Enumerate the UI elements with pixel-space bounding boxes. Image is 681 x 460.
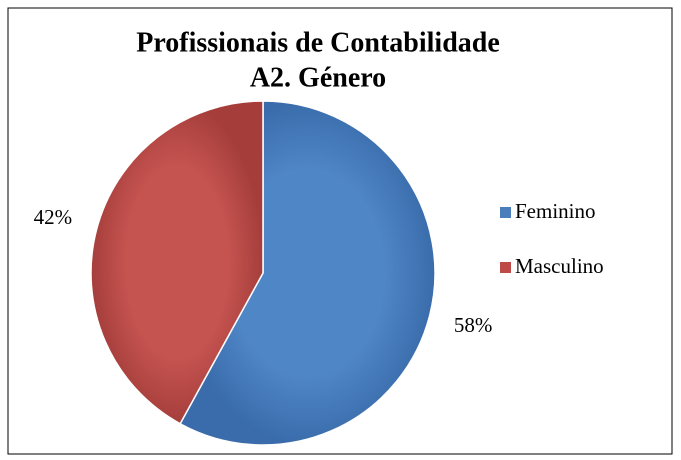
- legend-label: Feminino: [515, 199, 596, 223]
- pie-slice: [179, 100, 436, 446]
- pie-slice: [90, 100, 264, 425]
- chart-title: Profissionais de Contabilidade: [136, 27, 500, 58]
- legend-swatch: [500, 262, 511, 273]
- legend-swatch: [500, 207, 511, 218]
- chart-subtitle: A2. Género: [250, 62, 386, 93]
- data-label: 58%: [454, 313, 493, 337]
- legend-label: Masculino: [515, 254, 604, 278]
- data-label: 42%: [34, 205, 73, 229]
